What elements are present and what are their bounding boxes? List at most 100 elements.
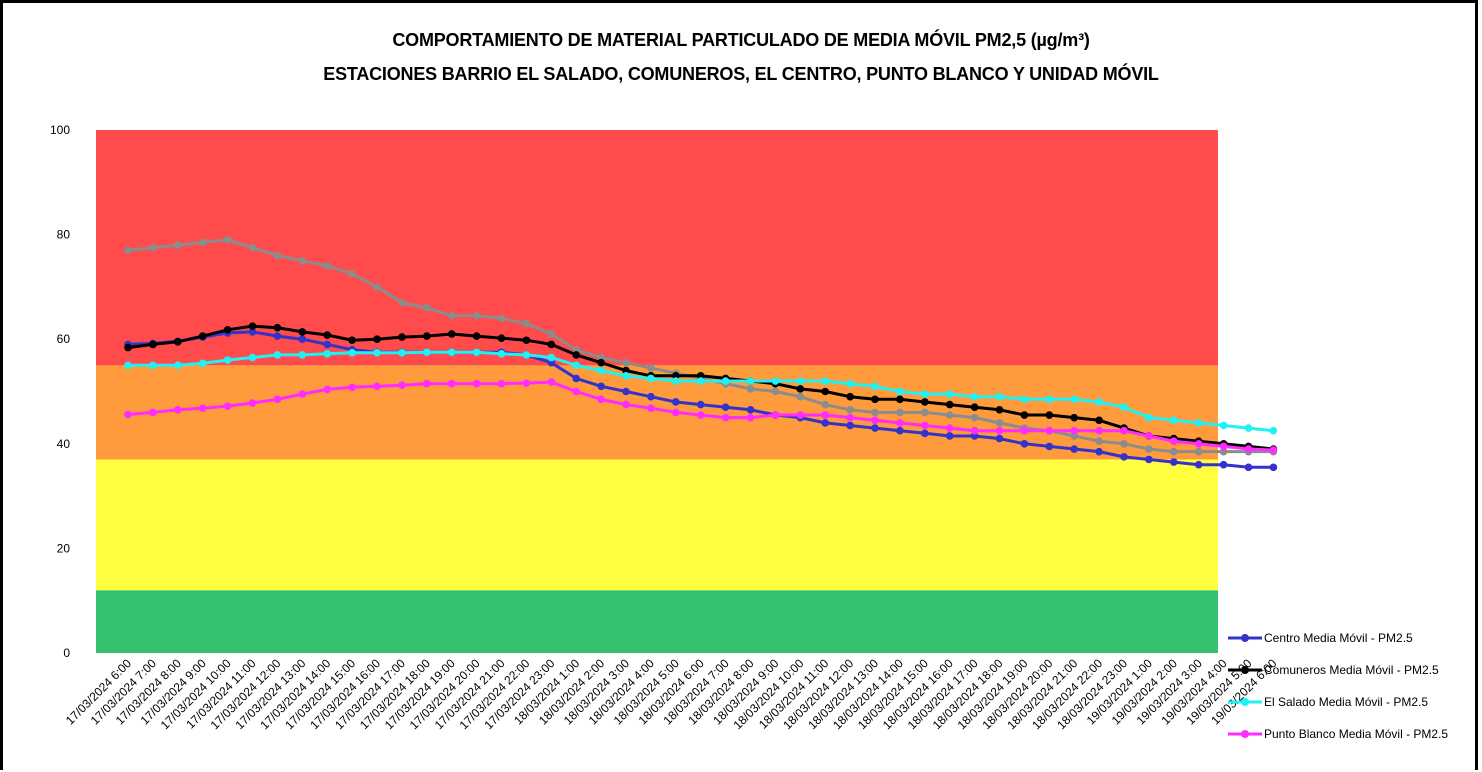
series-point (672, 408, 680, 417)
series-point (921, 429, 929, 438)
series-point (373, 382, 381, 391)
legend-label: Centro Media Móvil - PM2.5 (1264, 631, 1413, 645)
series-point (945, 390, 954, 398)
series-point (298, 335, 307, 344)
series-point (921, 421, 929, 430)
series-point (273, 251, 282, 260)
series-point (597, 358, 605, 367)
series-point (149, 340, 157, 349)
series-point (1070, 426, 1078, 435)
series-point (323, 385, 332, 394)
series-point (522, 319, 531, 328)
series-point (298, 390, 307, 398)
series-point (796, 377, 805, 385)
series-point (871, 408, 879, 417)
series-point (746, 406, 755, 414)
series-point (522, 336, 531, 345)
legend-label: Comuneros Media Móvil - PM2.5 (1264, 663, 1439, 677)
series-point (1045, 442, 1054, 451)
series-point (871, 382, 879, 391)
chart-title: COMPORTAMIENTO DE MATERIAL PARTICULADO D… (392, 30, 1090, 50)
series-point (1145, 432, 1153, 440)
series-point (796, 411, 805, 419)
series-point (696, 400, 705, 409)
series-point (995, 406, 1004, 414)
series-point (547, 330, 556, 338)
y-tick-label: 60 (57, 332, 71, 346)
series-point (1170, 416, 1178, 425)
series-point (696, 372, 705, 380)
series-point (323, 262, 332, 270)
series-point (921, 398, 929, 406)
series-point (273, 351, 282, 359)
series-point (497, 379, 506, 388)
series-point (746, 413, 755, 422)
series-point (1170, 447, 1178, 456)
series-point (572, 351, 580, 359)
series-point (821, 387, 829, 396)
legend-label: El Salado Media Móvil - PM2.5 (1264, 695, 1428, 709)
series-point (423, 348, 431, 357)
y-tick-label: 0 (63, 646, 70, 660)
series-point (1070, 432, 1078, 440)
series-point (647, 364, 655, 372)
series-point (1219, 421, 1228, 430)
y-tick-label: 80 (57, 228, 71, 242)
band-0 (96, 590, 1218, 653)
series-point (198, 359, 207, 368)
series-point (447, 348, 456, 357)
series-point (1045, 426, 1054, 435)
series-point (472, 332, 481, 340)
series-point (223, 236, 232, 244)
series-point (846, 413, 854, 422)
series-point (1095, 437, 1103, 445)
series-point (896, 395, 904, 404)
series-point (771, 377, 780, 385)
series-point (821, 419, 829, 427)
series-point (149, 361, 157, 370)
series-point (547, 340, 556, 349)
series-point (1120, 403, 1128, 411)
series-point (821, 377, 829, 385)
series-point (995, 419, 1004, 427)
series-point (597, 382, 605, 391)
series-point (1095, 416, 1103, 425)
series-point (423, 304, 431, 312)
band-3 (96, 130, 1218, 366)
series-point (970, 403, 979, 411)
series-point (647, 392, 655, 401)
series-point (970, 426, 979, 435)
band-1 (96, 459, 1218, 591)
series-point (597, 395, 605, 404)
series-point (348, 270, 356, 278)
series-point (248, 328, 257, 336)
series-point (696, 411, 705, 419)
series-point (547, 358, 556, 367)
series-point (522, 351, 531, 359)
series-point (472, 379, 481, 388)
series-point (124, 410, 132, 419)
series-point (647, 374, 655, 383)
series-point (721, 413, 730, 422)
series-point (921, 408, 929, 417)
series-point (1244, 445, 1253, 453)
series-point (149, 408, 157, 417)
series-point (1244, 463, 1253, 472)
series-point (1194, 440, 1203, 448)
series-point (572, 345, 580, 354)
series-point (298, 256, 307, 265)
series-point (423, 379, 431, 388)
series-point (995, 426, 1004, 435)
series-point (522, 379, 531, 387)
series-point (1120, 453, 1128, 461)
series-point (1244, 424, 1253, 432)
series-point (721, 403, 730, 411)
series-point (1020, 440, 1029, 448)
series-point (323, 331, 332, 339)
series-point (846, 392, 854, 401)
series-point (1020, 426, 1029, 435)
series-point (398, 298, 406, 307)
series-point (1219, 460, 1228, 469)
legend-swatch-marker (1241, 634, 1249, 642)
